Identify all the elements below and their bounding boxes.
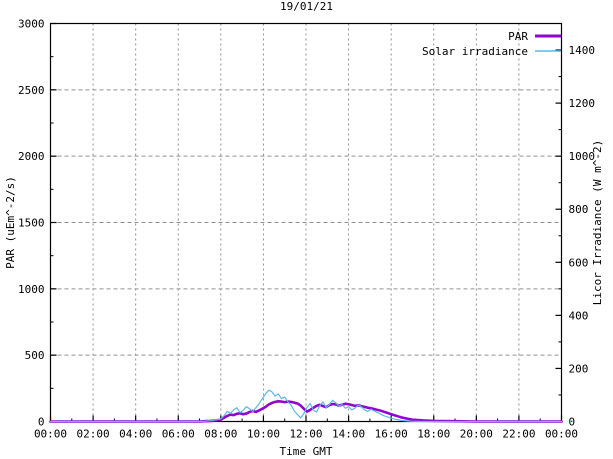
x-axis-title: Time GMT [280,445,333,458]
y2-axis-title: Licor Irradiance (W m^-2) [591,140,604,306]
svg-text:500: 500 [25,349,45,362]
svg-text:06:00: 06:00 [162,428,195,441]
svg-text:02:00: 02:00 [77,428,110,441]
svg-text:1400: 1400 [569,44,596,57]
svg-text:14:00: 14:00 [332,428,365,441]
svg-text:400: 400 [569,309,589,322]
svg-text:12:00: 12:00 [289,428,322,441]
svg-text:0: 0 [38,416,45,429]
svg-text:00:00: 00:00 [545,428,578,441]
svg-text:2500: 2500 [18,84,45,97]
chart-legend: PAR Solar irradiance [422,30,561,58]
y-axis-title: PAR (uEm^-2/s) [4,176,17,269]
svg-text:Solar irradiance: Solar irradiance [422,45,528,58]
svg-text:08:00: 08:00 [204,428,237,441]
svg-text:1500: 1500 [18,217,45,230]
svg-text:200: 200 [569,362,589,375]
gridlines [50,23,562,422]
chart-title: 19/01/21 [280,0,333,13]
svg-text:1200: 1200 [569,97,596,110]
axis-tick-labels: 0 500 1000 1500 2000 2500 3000 0 200 400 600 800 100… [18,18,595,441]
svg-text:04:00: 04:00 [119,428,152,441]
svg-text:20:00: 20:00 [460,428,493,441]
svg-text:1000: 1000 [18,283,45,296]
svg-text:800: 800 [569,203,589,216]
data-series-group [49,389,563,423]
svg-text:PAR: PAR [508,30,528,43]
svg-text:1000: 1000 [569,150,596,163]
svg-text:600: 600 [569,256,589,269]
svg-text:00:00: 00:00 [34,428,67,441]
svg-text:22:00: 22:00 [502,428,535,441]
svg-text:2000: 2000 [18,150,45,163]
svg-text:10:00: 10:00 [247,428,280,441]
svg-text:18:00: 18:00 [417,428,450,441]
svg-text:16:00: 16:00 [375,428,408,441]
svg-text:0: 0 [569,416,576,429]
svg-text:3000: 3000 [18,18,45,31]
